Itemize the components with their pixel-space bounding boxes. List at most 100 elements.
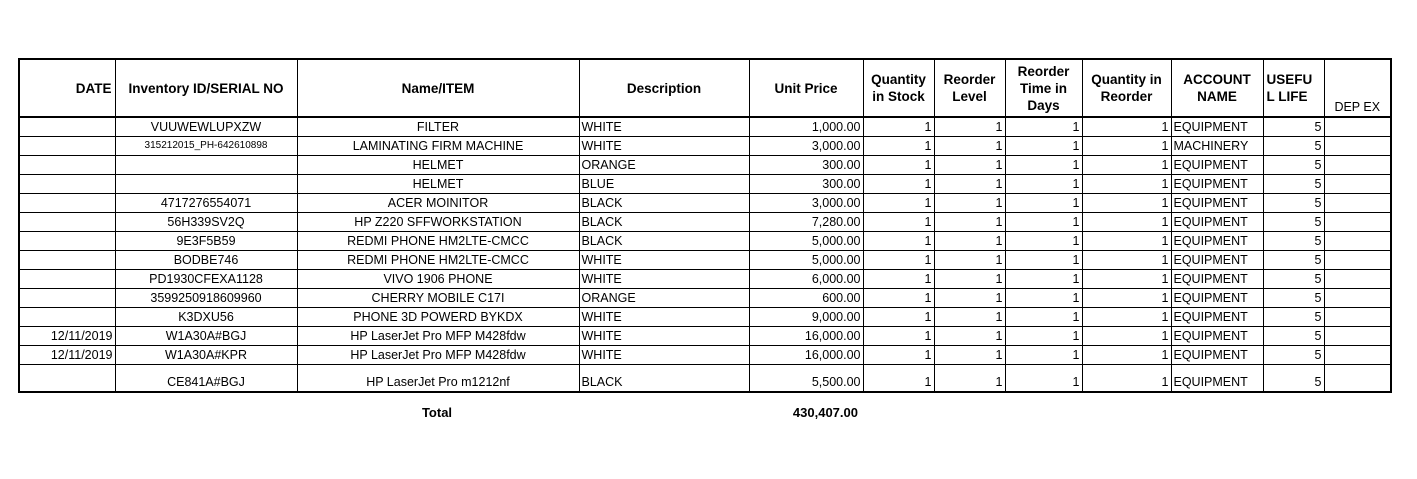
- table-cell: EQUIPMENT: [1170, 364, 1264, 393]
- table-cell: 1: [1081, 288, 1172, 308]
- table-cell: 12/11/2019: [18, 345, 116, 365]
- table-cell: WHITE: [578, 307, 750, 327]
- table-cell: 9E3F5B59: [114, 231, 298, 251]
- table-cell: WHITE: [578, 269, 750, 289]
- table-cell: 1: [933, 193, 1006, 213]
- table-row: 9E3F5B59 REDMI PHONE HM2LTE-CMCC BLACK 5,00…: [18, 231, 1392, 251]
- column-header: Quantity in Reorder: [1081, 58, 1172, 118]
- table-cell: HELMET: [296, 174, 580, 194]
- column-header: Inventory ID/SERIAL NO: [114, 58, 298, 118]
- table-cell: 5,500.00: [748, 364, 864, 393]
- table-cell: BLUE: [578, 174, 750, 194]
- table-cell: 1: [933, 250, 1006, 270]
- table-cell: BLACK: [578, 212, 750, 232]
- table-cell: 1: [1081, 212, 1172, 232]
- table-cell: 1: [933, 212, 1006, 232]
- table-cell: 3,000.00: [748, 136, 864, 156]
- table-cell: BLACK: [578, 364, 750, 393]
- table-cell: 300.00: [748, 174, 864, 194]
- empty-cell: [1323, 345, 1392, 365]
- table-cell: FILTER: [296, 116, 580, 137]
- table-cell: 5: [1262, 364, 1325, 393]
- table-cell: 1: [1004, 345, 1083, 365]
- table-cell: 1: [862, 326, 935, 346]
- empty-cell: [1323, 212, 1392, 232]
- table-cell: 600.00: [748, 288, 864, 308]
- table-cell: ACER MOINITOR: [296, 193, 580, 213]
- table-cell: 1: [1004, 193, 1083, 213]
- empty-cell: [18, 269, 116, 289]
- table-cell: WHITE: [578, 345, 750, 365]
- empty-cell: [18, 136, 116, 156]
- table-cell: 1: [862, 174, 935, 194]
- empty-cell: [1323, 193, 1392, 213]
- table-cell: 1: [862, 136, 935, 156]
- table-cell: EQUIPMENT: [1170, 250, 1264, 270]
- table-cell: VUUWEWLUPXZW: [114, 116, 298, 137]
- column-header: Unit Price: [748, 58, 864, 118]
- empty-cell: [114, 174, 298, 194]
- table-cell: 1: [862, 288, 935, 308]
- empty-cell: [18, 231, 116, 251]
- table-cell: REDMI PHONE HM2LTE-CMCC: [296, 250, 580, 270]
- table-cell: 1: [1004, 212, 1083, 232]
- table-cell: PHONE 3D POWERD BYKDX: [296, 307, 580, 327]
- table-cell: 1: [1081, 231, 1172, 251]
- table-cell: 5: [1262, 212, 1325, 232]
- table-cell: 1: [862, 116, 935, 137]
- table-cell: K3DXU56: [114, 307, 298, 327]
- column-header: USEFU L LIFE: [1262, 58, 1325, 118]
- table-row: K3DXU56 PHONE 3D POWERD BYKDX WHITE 9,000.0…: [18, 307, 1392, 327]
- empty-cell: [18, 212, 116, 232]
- empty-cell: [1323, 307, 1392, 327]
- column-header: Description: [578, 58, 750, 118]
- column-header: Quantity in Stock: [862, 58, 935, 118]
- table-row: PD1930CFEXA1128 VIVO 1906 PHONE WHITE 6,000…: [18, 269, 1392, 289]
- table-cell: WHITE: [578, 326, 750, 346]
- table-cell: EQUIPMENT: [1170, 116, 1264, 137]
- table-cell: EQUIPMENT: [1170, 155, 1264, 175]
- table-cell: W1A30A#KPR: [114, 345, 298, 365]
- table-cell: LAMINATING FIRM MACHINE: [296, 136, 580, 156]
- table-cell: CHERRY MOBILE C17I: [296, 288, 580, 308]
- table-cell: 1: [1004, 288, 1083, 308]
- table-cell: 1: [1004, 364, 1083, 393]
- table-cell: 1: [1081, 116, 1172, 137]
- table-cell: 1: [862, 345, 935, 365]
- table-cell: 1: [1004, 250, 1083, 270]
- empty-cell: [1323, 231, 1392, 251]
- table-cell: HP LaserJet Pro MFP M428fdw: [296, 326, 580, 346]
- empty-cell: [18, 155, 116, 175]
- table-row: VUUWEWLUPXZW FILTER WHITE 1,000.00 1 1 1 1 EQUIP…: [18, 116, 1392, 137]
- table-cell: 1: [1004, 155, 1083, 175]
- table-cell: 5: [1262, 326, 1325, 346]
- table-row: 12/11/2019 W1A30A#BGJ HP LaserJet Pro MFP …: [18, 326, 1392, 346]
- table-cell: REDMI PHONE HM2LTE-CMCC: [296, 231, 580, 251]
- column-header: Name/ITEM: [296, 58, 580, 118]
- table-row: 3599250918609960 CHERRY MOBILE C17I ORANGE…: [18, 288, 1392, 308]
- table-cell: 315212015_PH-642610898: [114, 136, 298, 156]
- table-cell: 5: [1262, 174, 1325, 194]
- empty-cell: [1323, 288, 1392, 308]
- column-header: ACCOUNT NAME: [1170, 58, 1264, 118]
- table-cell: 1: [1081, 155, 1172, 175]
- table-cell: 1: [1004, 269, 1083, 289]
- table-cell: WHITE: [578, 116, 750, 137]
- table-cell: 7,280.00: [748, 212, 864, 232]
- table-cell: 3599250918609960: [114, 288, 298, 308]
- empty-cell: [1323, 326, 1392, 346]
- table-cell: HP Z220 SFFWORKSTATION: [296, 212, 580, 232]
- table-cell: 56H339SV2Q: [114, 212, 298, 232]
- empty-cell: [18, 174, 116, 194]
- table-cell: MACHINERY: [1170, 136, 1264, 156]
- table-cell: 1: [862, 269, 935, 289]
- table-cell: 1,000.00: [748, 116, 864, 137]
- table-cell: 1: [1081, 193, 1172, 213]
- table-cell: EQUIPMENT: [1170, 288, 1264, 308]
- header-row: DATE Inventory ID/SERIAL NO Name/ITEM Descr…: [18, 58, 1392, 118]
- table-cell: 1: [933, 307, 1006, 327]
- empty-cell: [1323, 116, 1392, 137]
- table-cell: 6,000.00: [748, 269, 864, 289]
- table-row: 56H339SV2Q HP Z220 SFFWORKSTATION BLACK 7,2…: [18, 212, 1392, 232]
- table-cell: 5: [1262, 345, 1325, 365]
